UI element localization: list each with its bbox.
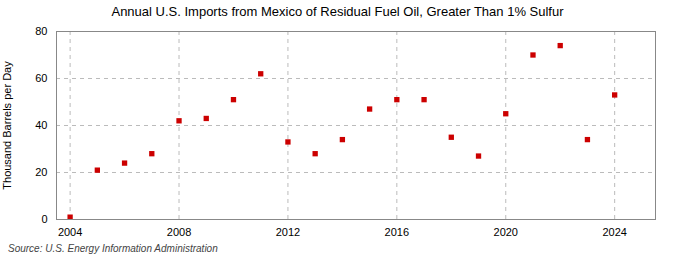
svg-text:2024: 2024 bbox=[602, 226, 626, 238]
svg-text:2008: 2008 bbox=[167, 226, 191, 238]
svg-text:Thousand Barrels per Day: Thousand Barrels per Day bbox=[1, 61, 13, 190]
svg-text:0: 0 bbox=[41, 213, 47, 225]
svg-text:80: 80 bbox=[35, 25, 47, 37]
svg-text:2004: 2004 bbox=[58, 226, 82, 238]
svg-text:40: 40 bbox=[35, 119, 47, 131]
svg-text:60: 60 bbox=[35, 72, 47, 84]
svg-text:2012: 2012 bbox=[276, 226, 300, 238]
svg-text:2016: 2016 bbox=[385, 226, 409, 238]
html-text:Annual U.S. Imports from Mexic: Annual U.S. Imports from Mexico of Resid… bbox=[111, 4, 564, 19]
html-text:Source: U.S. Energy Informatio: Source: U.S. Energy Information Administ… bbox=[8, 243, 218, 254]
svg-text:2020: 2020 bbox=[494, 226, 518, 238]
svg-text:20: 20 bbox=[35, 166, 47, 178]
